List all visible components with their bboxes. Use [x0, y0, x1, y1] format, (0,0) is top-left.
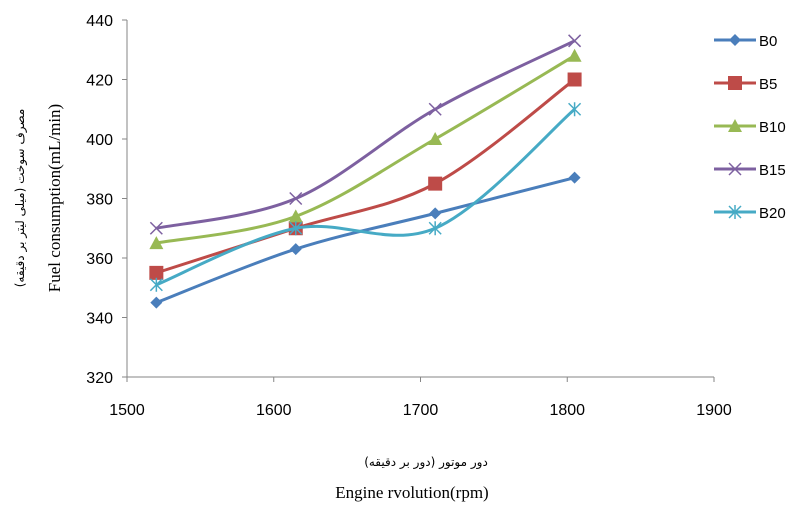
y-tick-label: 380 — [86, 192, 113, 209]
series-line-b0 — [155, 176, 575, 305]
series-b20 — [149, 102, 582, 292]
data-point-b20 — [568, 102, 582, 117]
y-tick-label: 400 — [86, 132, 113, 149]
y-tick-label: 340 — [86, 311, 113, 328]
legend-label-b10: B10 — [759, 119, 786, 136]
y-tick-label: 440 — [86, 13, 113, 30]
data-point-b20 — [428, 221, 442, 236]
legend-label-b15: B15 — [759, 162, 786, 179]
series-line-b5 — [155, 78, 576, 275]
data-point-b0 — [289, 243, 302, 256]
data-point-b5 — [567, 72, 582, 87]
legend-item-b5: B5 — [714, 76, 777, 93]
series-b10 — [149, 48, 582, 250]
series-line-b20 — [155, 108, 576, 287]
legend-marker-b15 — [728, 162, 742, 176]
x-tick-label: 1800 — [549, 402, 585, 419]
data-point-b0 — [568, 171, 581, 184]
data-point-b20 — [289, 221, 303, 236]
y-axis-label-en: Fuel consumption(mL/min) — [45, 104, 64, 292]
series-b0 — [150, 171, 581, 309]
legend: B0 B5 B10 B15 B20 — [714, 33, 786, 222]
x-tick-label: 1900 — [696, 402, 732, 419]
axes: 320 340 360 380 400 420 440 1500 1600 1700 1800 190… — [86, 13, 732, 419]
data-point-b5 — [428, 176, 443, 191]
data-point-b15 — [428, 102, 442, 116]
y-axis-label-fa: مصرف سوخت (میلی لیتر بر دقیقه) — [13, 109, 28, 288]
data-point-b15 — [289, 191, 303, 206]
legend-marker-b0 — [729, 34, 741, 46]
series-group — [149, 34, 582, 309]
legend-label-b0: B0 — [759, 33, 777, 50]
legend-item-b15: B15 — [714, 162, 786, 179]
data-point-b10 — [428, 132, 443, 145]
legend-marker-b20 — [728, 205, 742, 219]
x-tick-label: 1500 — [109, 402, 145, 419]
x-tick-label: 1600 — [256, 402, 292, 419]
series-b15 — [149, 34, 582, 235]
x-tick-label: 1700 — [403, 402, 439, 419]
legend-item-b20: B20 — [714, 205, 786, 222]
legend-label-b5: B5 — [759, 76, 777, 93]
data-point-b20 — [149, 277, 163, 292]
data-point-b15 — [149, 221, 163, 235]
series-line-b15 — [156, 39, 576, 230]
y-tick-label: 320 — [86, 370, 113, 387]
data-point-b0 — [429, 207, 442, 220]
legend-marker-b5 — [728, 76, 742, 90]
legend-marker-b10 — [728, 119, 742, 132]
data-point-b0 — [150, 296, 163, 309]
data-point-b10 — [288, 209, 303, 223]
series-line-b10 — [156, 54, 576, 245]
legend-label-b20: B20 — [759, 205, 786, 222]
legend-item-b10: B10 — [714, 119, 786, 136]
data-point-b10 — [567, 48, 582, 62]
series-b5 — [149, 72, 582, 280]
y-tick-label: 420 — [86, 73, 113, 90]
y-tick-label: 360 — [86, 251, 113, 268]
data-point-b10 — [149, 236, 164, 250]
x-axis-label-fa: دور موتور (دور بر دقیقه) — [364, 455, 488, 470]
data-point-b5 — [149, 265, 164, 280]
x-axis-label-en: Engine rvolution(rpm) — [335, 483, 488, 502]
legend-item-b0: B0 — [714, 33, 777, 50]
data-point-b15 — [568, 34, 582, 48]
